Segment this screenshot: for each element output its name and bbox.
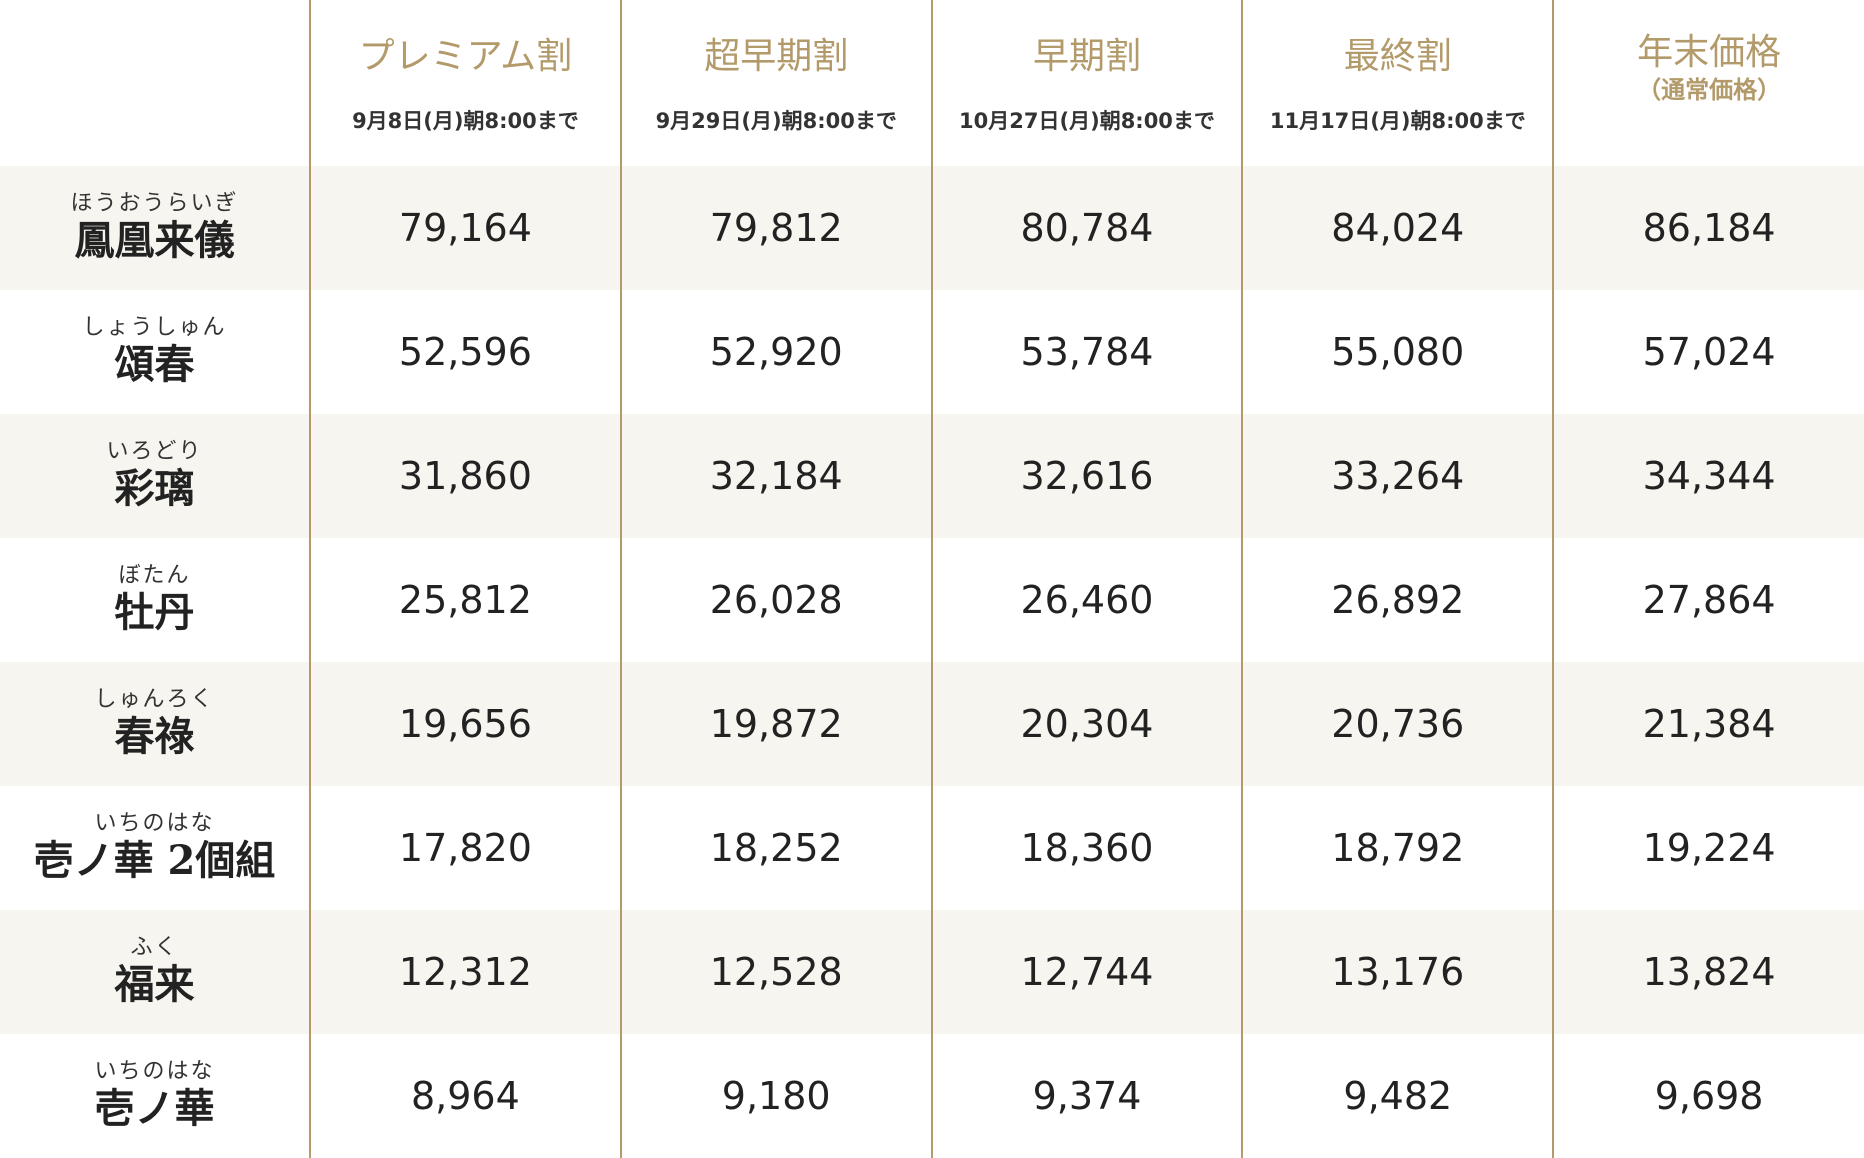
table-row: いろどり 彩璃 31,860 32,184 32,616 33,264 34,3… bbox=[0, 414, 1864, 538]
price-cell: 33,264 bbox=[1241, 414, 1554, 538]
price-cell: 26,028 bbox=[619, 538, 932, 662]
product-ruby: いちのはな bbox=[94, 811, 215, 836]
price-cell: 19,656 bbox=[309, 662, 621, 786]
product-name: 壱ノ華 2個組 bbox=[33, 837, 276, 884]
table-row: ほうおうらいぎ 鳳凰来儀 79,164 79,812 80,784 84,024… bbox=[0, 166, 1864, 290]
product-name: 牡丹 bbox=[114, 589, 195, 636]
product-ruby: ほうおうらいぎ bbox=[70, 191, 239, 216]
product-cell: ふく 福来 bbox=[0, 910, 310, 1034]
product-cell: いろどり 彩璃 bbox=[0, 414, 310, 538]
price-cell: 13,176 bbox=[1241, 910, 1554, 1034]
product-cell: しゅんろく 春祿 bbox=[0, 662, 310, 786]
price-cell: 52,920 bbox=[619, 290, 932, 414]
table-row: いちのはな 壱ノ華 8,964 9,180 9,374 9,482 9,698 bbox=[0, 1034, 1864, 1158]
price-cell: 19,872 bbox=[619, 662, 932, 786]
price-cell: 79,812 bbox=[619, 166, 932, 290]
price-cell: 26,460 bbox=[930, 538, 1243, 662]
product-cell: しょうしゅん 頌春 bbox=[0, 290, 310, 414]
header-tier-year-end: 年末価格 （通常価格） bbox=[1552, 0, 1864, 166]
price-cell: 26,892 bbox=[1241, 538, 1554, 662]
price-cell: 52,596 bbox=[309, 290, 621, 414]
product-ruby: しょうしゅん bbox=[82, 315, 227, 340]
tier-deadline: 10月27日(月)朝8:00まで bbox=[959, 109, 1215, 133]
price-cell: 79,164 bbox=[309, 166, 621, 290]
product-name: 彩璃 bbox=[114, 465, 195, 512]
product-name: 鳳凰来儀 bbox=[74, 217, 235, 264]
price-cell: 8,964 bbox=[309, 1034, 621, 1158]
price-cell: 9,374 bbox=[930, 1034, 1243, 1158]
header-tier-early: 早期割 10月27日(月)朝8:00まで bbox=[930, 0, 1243, 166]
product-name: 壱ノ華 bbox=[94, 1085, 215, 1132]
price-cell: 18,360 bbox=[930, 786, 1243, 910]
product-ruby: しゅんろく bbox=[94, 687, 215, 712]
tier-name: 最終割 bbox=[1343, 36, 1452, 77]
product-cell: ほうおうらいぎ 鳳凰来儀 bbox=[0, 166, 310, 290]
tier-note: （通常価格） bbox=[1637, 75, 1782, 104]
price-cell: 18,792 bbox=[1241, 786, 1554, 910]
price-cell: 20,736 bbox=[1241, 662, 1554, 786]
tier-deadline: 9月29日(月)朝8:00まで bbox=[655, 109, 897, 133]
price-cell: 80,784 bbox=[930, 166, 1243, 290]
header-corner bbox=[0, 0, 310, 166]
table-row: しょうしゅん 頌春 52,596 52,920 53,784 55,080 57… bbox=[0, 290, 1864, 414]
price-cell: 21,384 bbox=[1552, 662, 1864, 786]
price-cell: 34,344 bbox=[1552, 414, 1864, 538]
price-cell: 84,024 bbox=[1241, 166, 1554, 290]
product-ruby: ふく bbox=[130, 935, 179, 960]
price-cell: 53,784 bbox=[930, 290, 1243, 414]
tier-deadline: 11月17日(月)朝8:00まで bbox=[1269, 109, 1526, 133]
product-cell: いちのはな 壱ノ華 2個組 bbox=[0, 786, 310, 910]
price-cell: 17,820 bbox=[309, 786, 621, 910]
tier-name: 超早期割 bbox=[704, 36, 849, 77]
product-ruby: いちのはな bbox=[94, 1059, 215, 1084]
price-cell: 13,824 bbox=[1552, 910, 1864, 1034]
product-cell: ぼたん 牡丹 bbox=[0, 538, 310, 662]
price-cell: 86,184 bbox=[1552, 166, 1864, 290]
price-cell: 27,864 bbox=[1552, 538, 1864, 662]
header-tier-premium: プレミアム割 9月8日(月)朝8:00まで bbox=[309, 0, 621, 166]
price-cell: 12,528 bbox=[619, 910, 932, 1034]
product-ruby: いろどり bbox=[106, 439, 203, 464]
product-cell: いちのはな 壱ノ華 bbox=[0, 1034, 310, 1158]
price-cell: 18,252 bbox=[619, 786, 932, 910]
table-row: いちのはな 壱ノ華 2個組 17,820 18,252 18,360 18,79… bbox=[0, 786, 1864, 910]
price-cell: 12,744 bbox=[930, 910, 1243, 1034]
price-cell: 25,812 bbox=[309, 538, 621, 662]
product-ruby: ぼたん bbox=[118, 563, 191, 588]
table-row: ふく 福来 12,312 12,528 12,744 13,176 13,824 bbox=[0, 910, 1864, 1034]
price-cell: 32,616 bbox=[930, 414, 1243, 538]
price-cell: 20,304 bbox=[930, 662, 1243, 786]
tier-name: 早期割 bbox=[1032, 36, 1141, 77]
table-row: ぼたん 牡丹 25,812 26,028 26,460 26,892 27,86… bbox=[0, 538, 1864, 662]
table-row: しゅんろく 春祿 19,656 19,872 20,304 20,736 21,… bbox=[0, 662, 1864, 786]
tier-name: プレミアム割 bbox=[358, 36, 573, 77]
price-cell: 31,860 bbox=[309, 414, 621, 538]
price-cell: 12,312 bbox=[309, 910, 621, 1034]
tier-name: 年末価格 bbox=[1637, 32, 1782, 73]
product-name: 春祿 bbox=[114, 713, 195, 760]
header-row: プレミアム割 9月8日(月)朝8:00まで 超早期割 9月29日(月)朝8:00… bbox=[0, 0, 1864, 166]
price-cell: 55,080 bbox=[1241, 290, 1554, 414]
price-cell: 9,482 bbox=[1241, 1034, 1554, 1158]
price-cell: 19,224 bbox=[1552, 786, 1864, 910]
product-name: 頌春 bbox=[114, 341, 195, 388]
price-cell: 57,024 bbox=[1552, 290, 1864, 414]
price-cell: 9,180 bbox=[619, 1034, 932, 1158]
header-tier-super-early: 超早期割 9月29日(月)朝8:00まで bbox=[619, 0, 932, 166]
tier-deadline: 9月8日(月)朝8:00まで bbox=[352, 109, 579, 133]
product-name: 福来 bbox=[114, 961, 195, 1008]
price-cell: 9,698 bbox=[1552, 1034, 1864, 1158]
header-tier-final: 最終割 11月17日(月)朝8:00まで bbox=[1241, 0, 1554, 166]
price-cell: 32,184 bbox=[619, 414, 932, 538]
